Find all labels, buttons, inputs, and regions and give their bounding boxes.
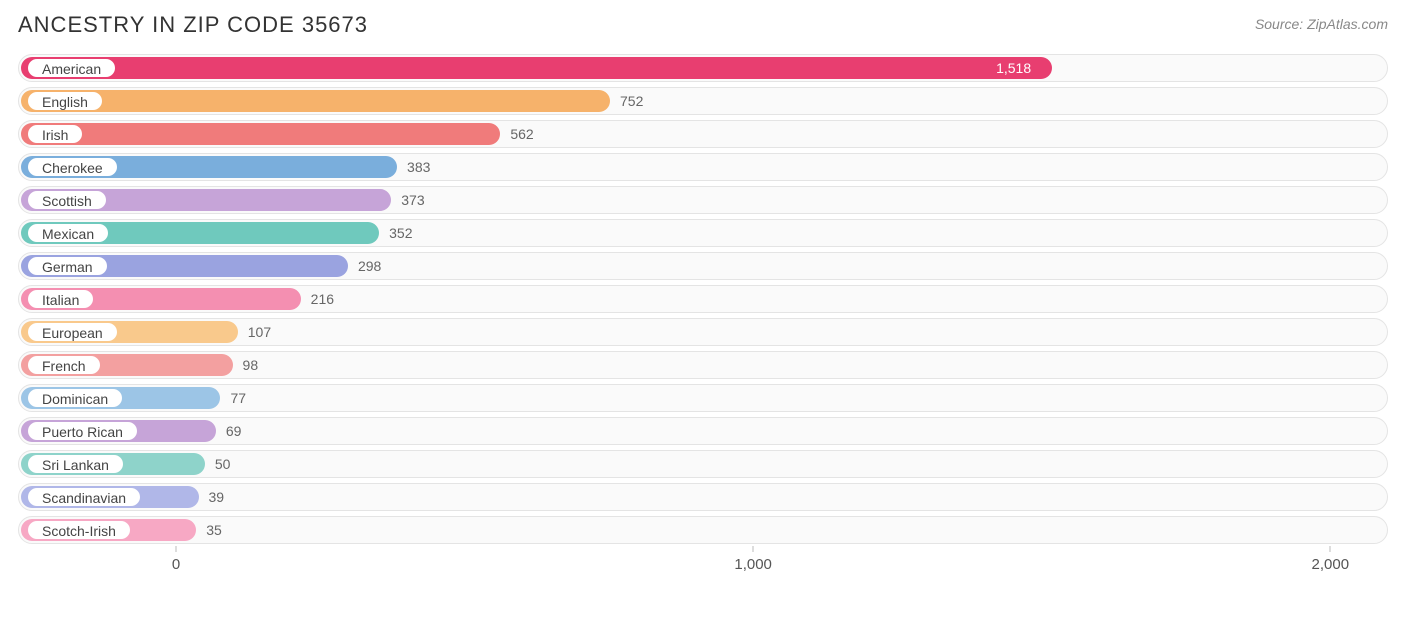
bar-row: English 752	[18, 87, 1388, 115]
value-label: 39	[209, 489, 225, 505]
bar-rows-container: American 1,518 English 752 Irish 562 Cherokee 3…	[18, 54, 1388, 544]
value-label: 107	[248, 324, 271, 340]
category-pill: Puerto Rican	[27, 421, 138, 441]
axis-tick-label: 1,000	[734, 556, 772, 573]
value-label: 216	[311, 291, 334, 307]
category-pill: Scottish	[27, 190, 107, 210]
category-pill: Dominican	[27, 388, 123, 408]
bar-row: Dominican 77	[18, 384, 1388, 412]
chart-area: American 1,518 English 752 Irish 562 Cherokee 3…	[0, 38, 1406, 584]
bar-fill	[21, 90, 610, 112]
axis-tick-label: 0	[172, 556, 180, 573]
axis-tick-line	[176, 546, 177, 552]
value-label: 69	[226, 423, 242, 439]
bar-row: Cherokee 383	[18, 153, 1388, 181]
category-pill: Italian	[27, 289, 94, 309]
bar-track	[18, 384, 1388, 412]
category-pill: Sri Lankan	[27, 454, 124, 474]
bar-row: Scotch-Irish 35	[18, 516, 1388, 544]
category-pill: Cherokee	[27, 157, 118, 177]
category-pill: English	[27, 91, 103, 111]
bar-row: Sri Lankan 50	[18, 450, 1388, 478]
bar-row: Scandinavian 39	[18, 483, 1388, 511]
category-pill: French	[27, 355, 101, 375]
category-pill: Mexican	[27, 223, 109, 243]
bar-row: Mexican 352	[18, 219, 1388, 247]
category-pill: American	[27, 58, 116, 78]
value-label: 352	[389, 225, 412, 241]
chart-title: ANCESTRY IN ZIP CODE 35673	[18, 12, 368, 38]
bar-row: Irish 562	[18, 120, 1388, 148]
category-pill: Irish	[27, 124, 83, 144]
axis-tick-line	[753, 546, 754, 552]
x-axis: 0 1,000 2,000	[18, 550, 1388, 584]
value-label: 298	[358, 258, 381, 274]
bar-fill	[21, 57, 1052, 79]
bar-track	[18, 417, 1388, 445]
value-label: 50	[215, 456, 231, 472]
chart-source: Source: ZipAtlas.com	[1255, 12, 1388, 32]
category-pill: European	[27, 322, 118, 342]
bar-fill	[21, 123, 500, 145]
value-label: 77	[230, 390, 246, 406]
category-pill: Scandinavian	[27, 487, 141, 507]
bar-row: Italian 216	[18, 285, 1388, 313]
value-label: 373	[401, 192, 424, 208]
axis-tick-line	[1330, 546, 1331, 552]
chart-header: ANCESTRY IN ZIP CODE 35673 Source: ZipAt…	[0, 0, 1406, 38]
bar-row: Puerto Rican 69	[18, 417, 1388, 445]
value-label: 98	[243, 357, 259, 373]
value-label: 383	[407, 159, 430, 175]
value-label: 752	[620, 93, 643, 109]
value-label: 1,518	[996, 60, 1031, 76]
value-label: 562	[510, 126, 533, 142]
bar-row: European 107	[18, 318, 1388, 346]
bar-row: German 298	[18, 252, 1388, 280]
category-pill: Scotch-Irish	[27, 520, 131, 540]
value-label: 35	[206, 522, 222, 538]
bar-row: American 1,518	[18, 54, 1388, 82]
axis-tick-label: 2,000	[1312, 556, 1350, 573]
bar-track	[18, 516, 1388, 544]
category-pill: German	[27, 256, 108, 276]
bar-row: Scottish 373	[18, 186, 1388, 214]
bar-row: French 98	[18, 351, 1388, 379]
